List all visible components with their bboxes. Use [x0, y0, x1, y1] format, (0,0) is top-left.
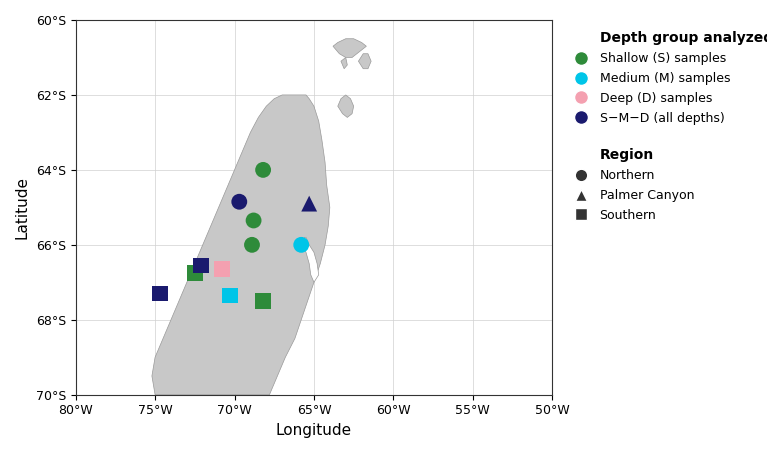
Point — [189, 270, 201, 277]
X-axis label: Longitude: Longitude — [276, 423, 352, 438]
Point — [153, 290, 166, 297]
Point — [224, 292, 236, 299]
Polygon shape — [337, 95, 354, 117]
Point — [257, 166, 269, 173]
Polygon shape — [341, 58, 347, 69]
Polygon shape — [333, 39, 367, 58]
Point — [303, 200, 315, 207]
Point — [295, 241, 308, 248]
Polygon shape — [152, 95, 330, 395]
Polygon shape — [303, 237, 319, 282]
Point — [257, 298, 269, 305]
Point — [233, 198, 245, 205]
Point — [216, 265, 228, 273]
Y-axis label: Latitude: Latitude — [15, 176, 30, 239]
Point — [195, 262, 207, 269]
Legend: Depth group analyzed, Shallow (S) samples, Medium (M) samples, Deep (D) samples,: Depth group analyzed, Shallow (S) sample… — [563, 26, 767, 227]
Point — [248, 217, 260, 224]
Point — [246, 241, 258, 248]
Polygon shape — [358, 54, 371, 69]
